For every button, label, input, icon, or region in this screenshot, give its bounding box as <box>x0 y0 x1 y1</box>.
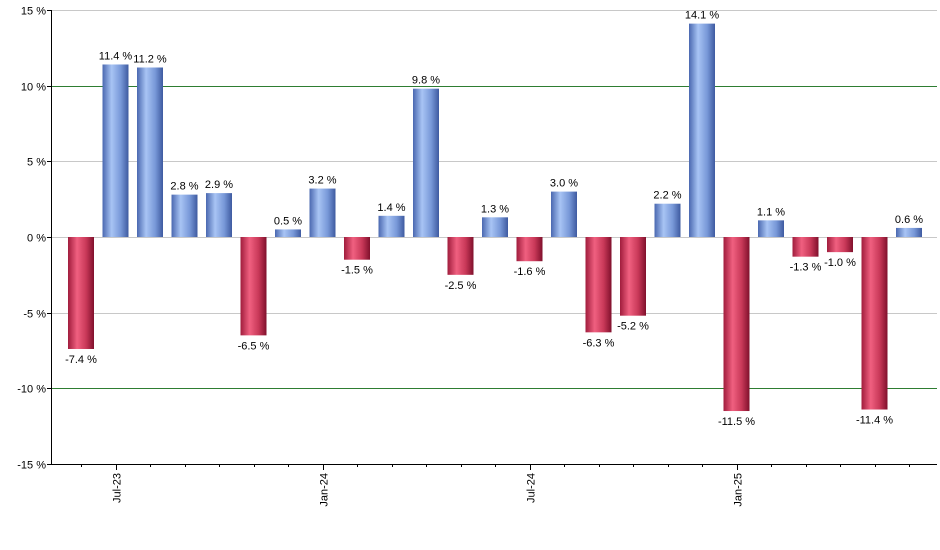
bar-negative <box>723 237 750 412</box>
data-label: -11.4 % <box>856 415 893 427</box>
y-tick-label: 0 % <box>27 233 46 245</box>
data-label: -7.4 % <box>65 354 97 366</box>
data-label: -6.5 % <box>238 340 270 352</box>
data-label: 11.4 % <box>99 50 133 62</box>
data-label: -1.5 % <box>341 265 373 277</box>
x-tick-label: Jul-24 <box>526 473 538 503</box>
bar-negative <box>447 237 474 275</box>
bar-negative <box>240 237 267 336</box>
data-label: 3.0 % <box>550 178 578 190</box>
x-tick-label: Jul-23 <box>112 473 124 503</box>
data-label: 0.5 % <box>274 215 302 227</box>
data-label: 9.8 % <box>412 75 440 87</box>
bar-positive <box>137 67 163 237</box>
data-label: -2.5 % <box>445 280 477 292</box>
y-tick-label: 10 % <box>21 82 46 94</box>
bar-positive <box>482 217 508 237</box>
bars <box>68 23 922 412</box>
bar-positive <box>309 188 336 237</box>
bar-negative <box>585 237 612 333</box>
y-tick-label: -5 % <box>23 309 46 321</box>
bar-negative <box>516 237 543 262</box>
bar-positive <box>896 227 922 237</box>
data-label: 0.6 % <box>895 214 923 226</box>
bar-negative <box>827 237 853 253</box>
data-label: 2.9 % <box>205 179 233 191</box>
bar-positive <box>378 215 405 237</box>
data-label: 2.2 % <box>653 190 681 202</box>
data-label: 1.1 % <box>757 206 785 218</box>
bar-negative <box>620 237 646 316</box>
y-tick-label: -10 % <box>17 384 46 396</box>
data-label: 11.2 % <box>133 54 167 66</box>
data-label: 2.8 % <box>170 181 198 193</box>
y-tick-label: -15 % <box>17 460 46 472</box>
bar-positive <box>551 191 577 237</box>
data-label: -1.3 % <box>790 262 822 274</box>
bar-positive <box>206 193 232 237</box>
y-tick-label: 15 % <box>21 6 46 18</box>
data-labels: -7.4 % 11.4 % 11.2 % 2.8 % 2.9 % -6.5 % 0.5 % 3… <box>65 10 923 428</box>
data-label: -1.6 % <box>514 266 546 278</box>
x-tick-label: Jan-25 <box>733 473 745 507</box>
data-label: 1.3 % <box>481 203 509 215</box>
data-label: -6.3 % <box>583 337 615 349</box>
bar-positive <box>758 220 784 237</box>
data-label: -5.2 % <box>617 321 649 333</box>
x-tick-label: Jan-24 <box>319 473 331 507</box>
bar-negative <box>861 237 888 410</box>
y-tick-label: 5 % <box>27 157 46 169</box>
bar-negative <box>68 237 94 349</box>
data-label: -1.0 % <box>824 257 856 269</box>
data-label: 14.1 % <box>685 10 719 22</box>
data-label: 1.4 % <box>377 202 405 214</box>
bar-positive <box>275 229 301 237</box>
bar-negative <box>344 237 370 260</box>
data-label: 3.2 % <box>308 175 336 187</box>
bar-positive <box>102 64 129 237</box>
bar-positive <box>689 23 715 238</box>
axes: 15 % 10 % 5 % 0 % -5 % -10 % -15 % Jul-23 Jan-24… <box>17 6 937 507</box>
bar-negative <box>792 237 819 257</box>
data-label: -11.5 % <box>718 416 755 428</box>
bar-positive <box>654 203 681 237</box>
bar-positive <box>171 194 198 237</box>
bar-positive <box>413 88 439 238</box>
